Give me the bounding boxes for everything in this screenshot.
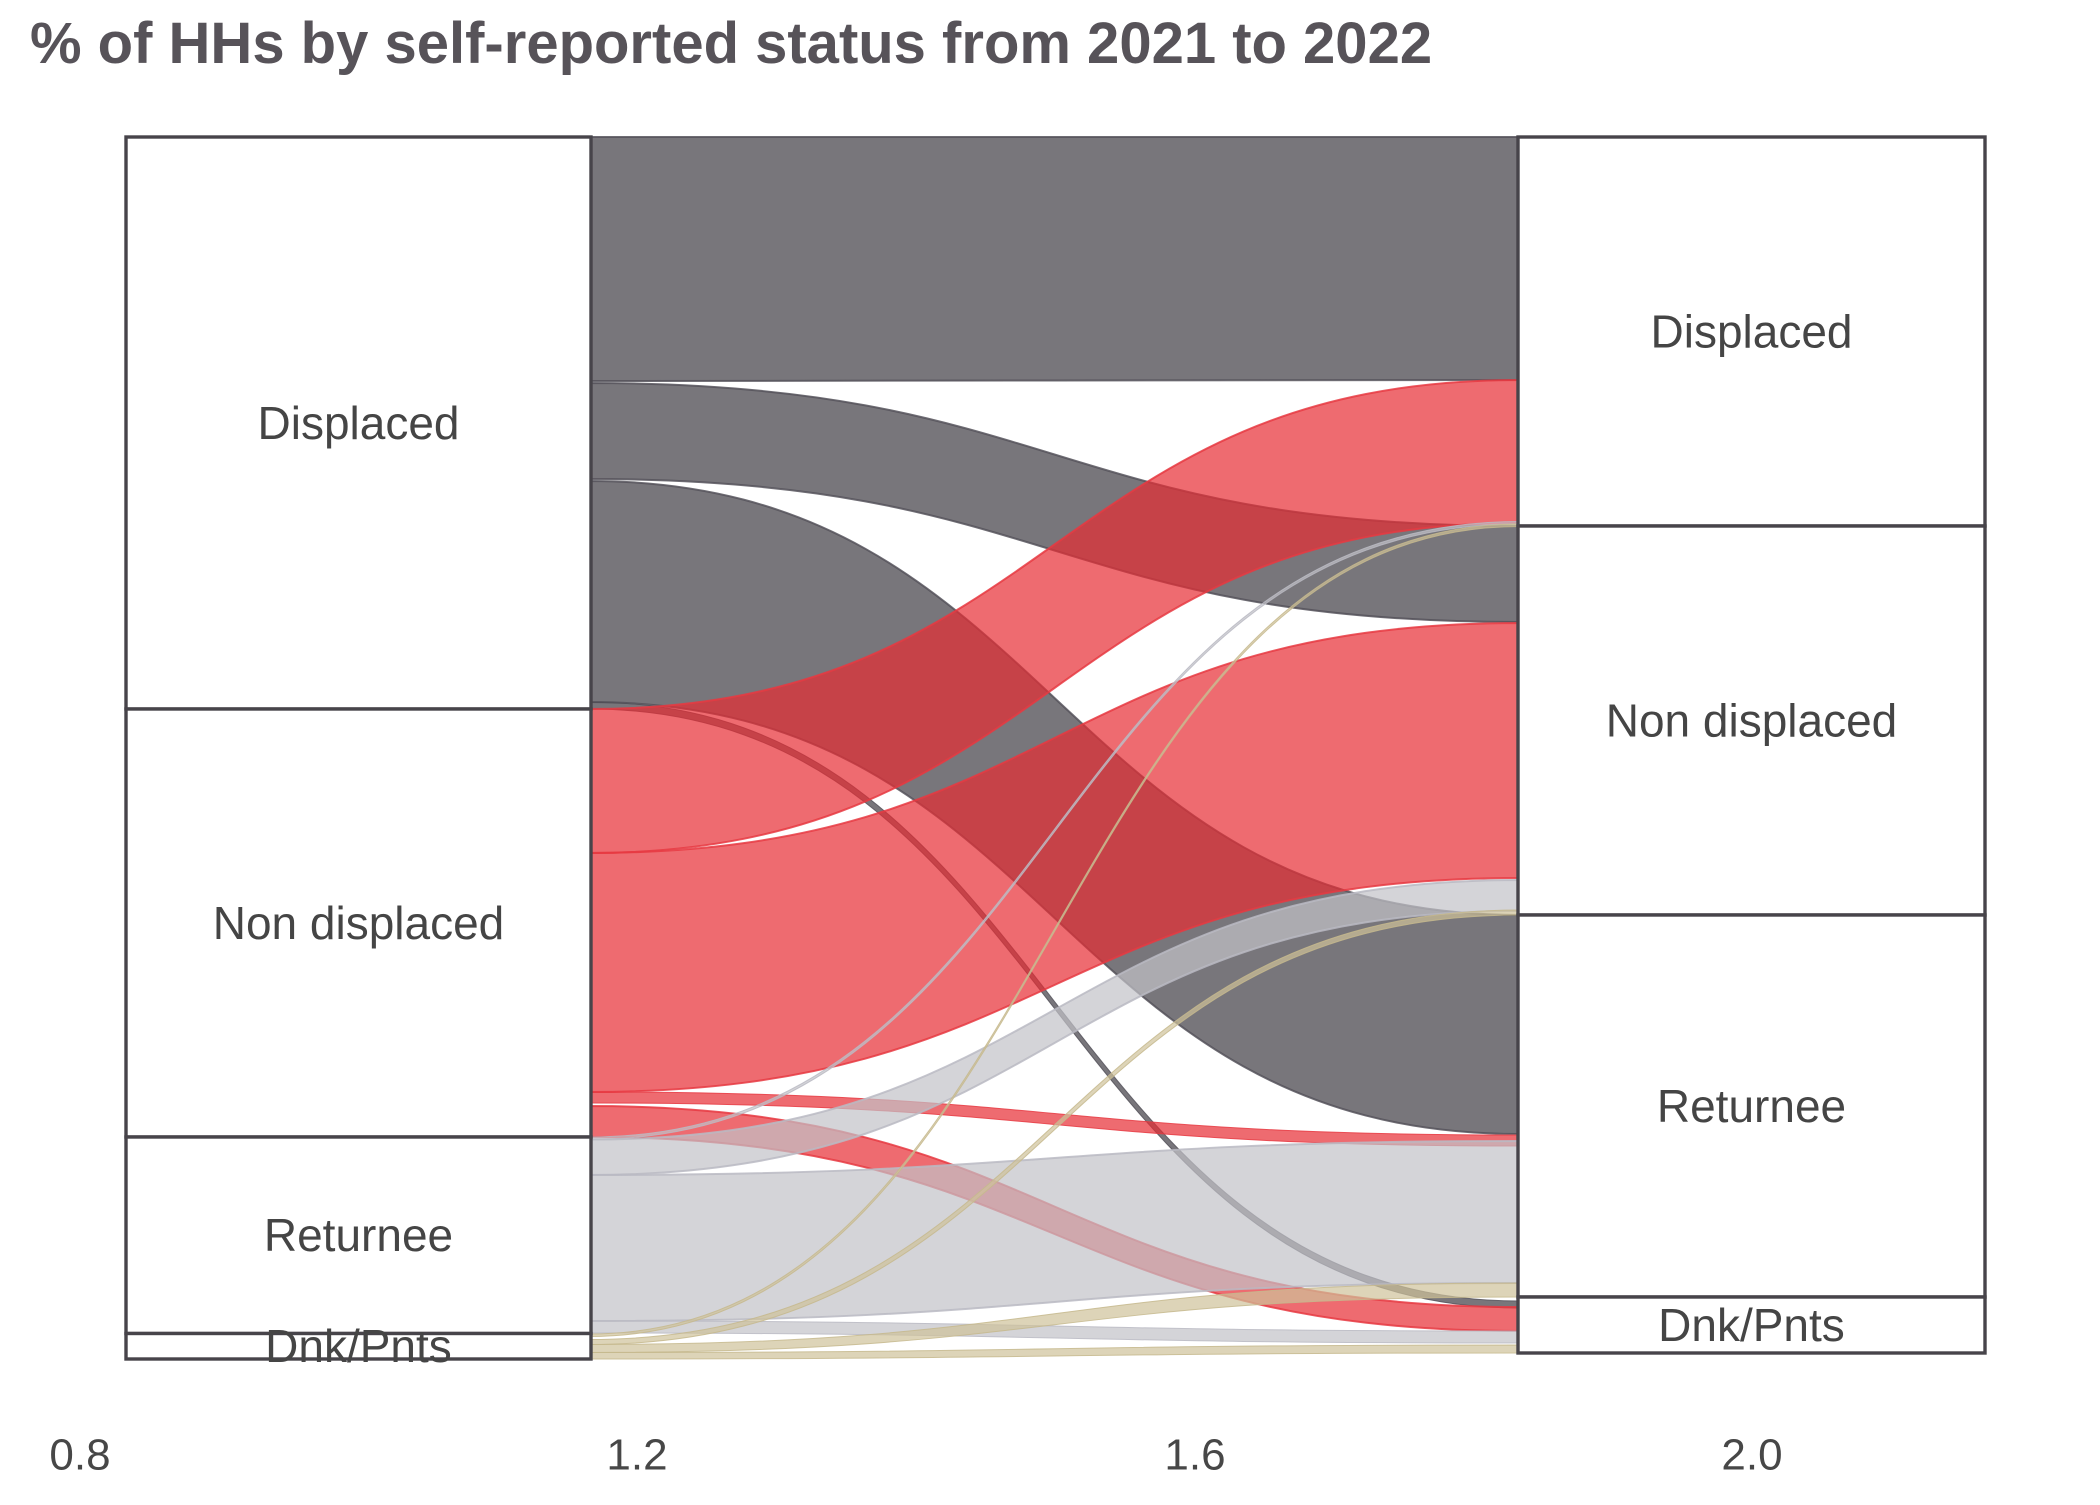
svg-text:Dnk/Pnts: Dnk/Pnts bbox=[265, 1320, 452, 1372]
svg-text:Returnee: Returnee bbox=[264, 1209, 453, 1261]
svg-text:Non displaced: Non displaced bbox=[1606, 695, 1898, 747]
svg-text:Returnee: Returnee bbox=[1657, 1080, 1846, 1132]
svg-text:Dnk/Pnts: Dnk/Pnts bbox=[1658, 1299, 1845, 1351]
svg-text:0.8: 0.8 bbox=[49, 1431, 110, 1480]
svg-text:1.6: 1.6 bbox=[1164, 1431, 1225, 1480]
svg-text:Displaced: Displaced bbox=[1651, 306, 1853, 358]
svg-text:Non displaced: Non displaced bbox=[213, 897, 505, 949]
svg-text:% of HHs by self-reported stat: % of HHs by self-reported status from 20… bbox=[30, 11, 1432, 76]
svg-text:2.0: 2.0 bbox=[1721, 1431, 1782, 1480]
svg-text:Displaced: Displaced bbox=[258, 397, 460, 449]
svg-text:1.2: 1.2 bbox=[606, 1431, 667, 1480]
